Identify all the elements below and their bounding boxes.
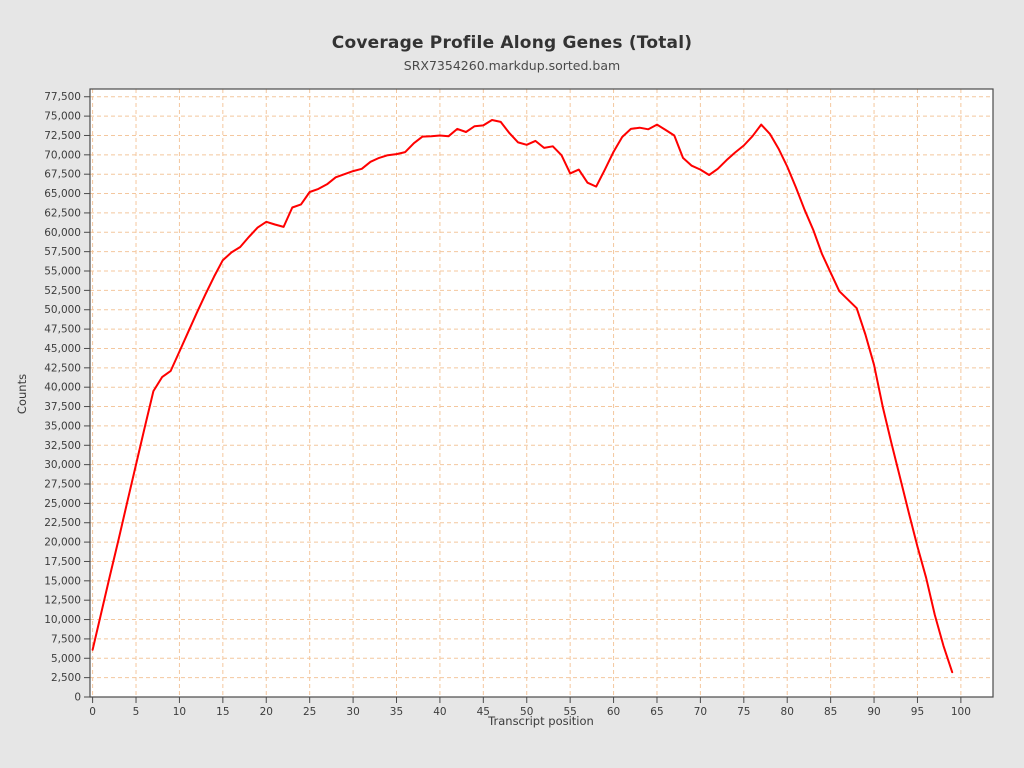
y-tick-label: 65,000	[44, 188, 81, 200]
y-tick-label: 0	[74, 692, 81, 704]
y-tick-label: 32,500	[44, 440, 81, 452]
x-tick-label: 75	[737, 706, 750, 718]
y-tick-label: 20,000	[44, 537, 81, 549]
x-tick-label: 50	[520, 706, 533, 718]
x-tick-label: 60	[607, 706, 620, 718]
y-tick-label: 12,500	[44, 595, 81, 607]
y-tick-label: 57,500	[44, 246, 81, 258]
series-line	[91, 119, 954, 674]
y-tick-label: 25,000	[44, 498, 81, 510]
y-tick-label: 40,000	[44, 382, 81, 394]
y-tick-label: 15,000	[44, 575, 81, 587]
y-tick-label: 50,000	[44, 304, 81, 316]
x-tick-label: 15	[216, 706, 229, 718]
x-tick-label: 70	[694, 706, 707, 718]
y-tick-label: 42,500	[44, 362, 81, 374]
y-tick-label: 10,000	[44, 614, 81, 626]
y-tick-label: 47,500	[44, 324, 81, 336]
y-tick-label: 77,500	[44, 91, 81, 103]
y-tick-label: 5,000	[51, 653, 81, 665]
x-axis-label: Transcript position	[487, 714, 594, 728]
y-tick-label: 7,500	[51, 633, 81, 645]
y-tick-label: 67,500	[44, 169, 81, 181]
x-tick-label: 10	[173, 706, 186, 718]
y-tick-label: 22,500	[44, 517, 81, 529]
y-tick-label: 60,000	[44, 227, 81, 239]
y-tick-label: 30,000	[44, 459, 81, 471]
x-tick-label: 45	[477, 706, 490, 718]
y-tick-label: 62,500	[44, 207, 81, 219]
y-tick-label: 37,500	[44, 401, 81, 413]
x-tick-label: 65	[650, 706, 663, 718]
x-tick-label: 30	[346, 706, 359, 718]
y-tick-label: 72,500	[44, 130, 81, 142]
x-tick-label: 85	[824, 706, 837, 718]
plot-area	[90, 89, 993, 697]
y-tick-label: 2,500	[51, 672, 81, 684]
y-tick-label: 75,000	[44, 111, 81, 123]
y-tick-label: 27,500	[44, 479, 81, 491]
y-tick-label: 45,000	[44, 343, 81, 355]
x-tick-label: 100	[951, 706, 971, 718]
x-tick-label: 80	[781, 706, 794, 718]
x-tick-label: 35	[390, 706, 403, 718]
x-tick-label: 95	[911, 706, 924, 718]
x-tick-label: 0	[89, 706, 96, 718]
y-tick-label: 55,000	[44, 266, 81, 278]
x-tick-label: 20	[260, 706, 273, 718]
chart-title: Coverage Profile Along Genes (Total)	[331, 33, 693, 53]
x-tick-label: 5	[133, 706, 140, 718]
x-tick-label: 25	[303, 706, 316, 718]
y-tick-label: 52,500	[44, 285, 81, 297]
chart-subtitle: SRX7354260.markdup.sorted.bam	[403, 58, 621, 73]
y-tick-label: 70,000	[44, 149, 81, 161]
y-tick-label: 17,500	[44, 556, 81, 568]
x-tick-label: 90	[867, 706, 880, 718]
x-tick-label: 40	[433, 706, 446, 718]
plot-border	[89, 88, 994, 698]
x-tick-label: 55	[563, 706, 576, 718]
y-axis-label: Counts	[15, 374, 29, 414]
y-tick-label: 35,000	[44, 420, 81, 432]
